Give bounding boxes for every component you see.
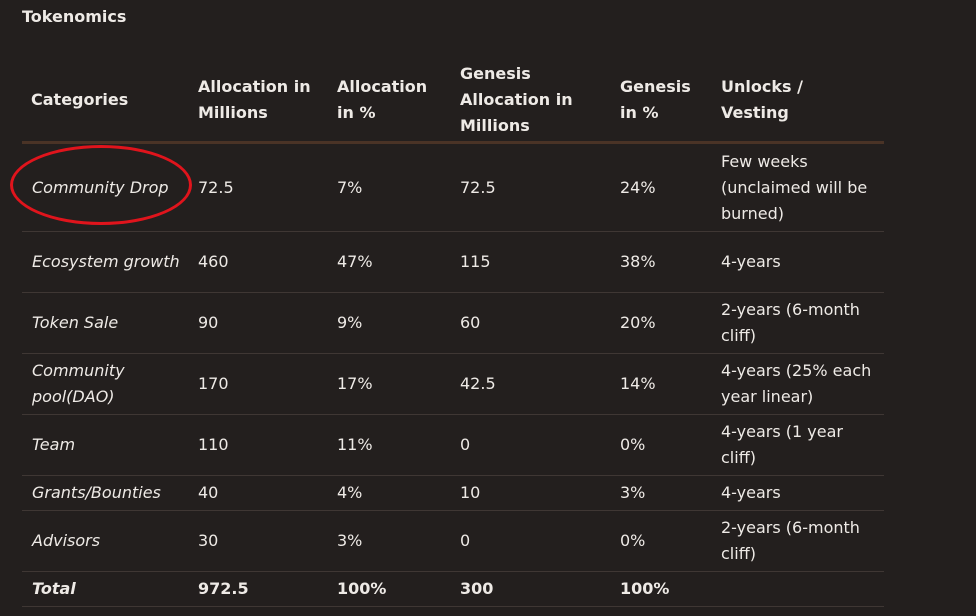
total-allocation-percent-cell: 100% (328, 571, 451, 607)
genesis-millions-cell: 0 (451, 510, 611, 572)
total-allocation-millions-cell: 972.5 (189, 571, 328, 607)
allocation-millions-cell: 72.5 (189, 142, 328, 232)
header-allocation-percent: Allocation in % (328, 56, 451, 144)
allocation-percent-cell: 47% (328, 231, 451, 293)
allocation-percent-cell: 3% (328, 510, 451, 572)
genesis-millions-cell: 0 (451, 414, 611, 476)
genesis-millions-cell: 72.5 (451, 142, 611, 232)
section-heading: Tokenomics (22, 7, 127, 26)
total-genesis-millions-cell: 300 (451, 571, 611, 607)
vesting-cell: 4-years (1 year cliff) (712, 414, 884, 476)
allocation-millions-cell: 40 (189, 475, 328, 511)
header-allocation-millions: Allocation in Millions (189, 56, 328, 144)
table-header-row: Categories Allocation in Millions Alloca… (22, 56, 884, 144)
genesis-millions-cell: 10 (451, 475, 611, 511)
header-genesis-millions: Genesis Allocation in Millions (451, 56, 611, 144)
category-cell: Ecosystem growth (22, 231, 189, 293)
allocation-percent-cell: 7% (328, 142, 451, 232)
genesis-percent-cell: 38% (611, 231, 712, 293)
table-row: Token Sale 90 9% 60 20% 2-years (6-month… (22, 292, 884, 354)
allocation-percent-cell: 11% (328, 414, 451, 476)
allocation-percent-cell: 9% (328, 292, 451, 354)
header-unlocks-vesting: Unlocks / Vesting (712, 56, 884, 144)
table-row: Community pool(DAO) 170 17% 42.5 14% 4-y… (22, 353, 884, 415)
category-cell: Token Sale (22, 292, 189, 354)
category-cell: Community Drop (22, 142, 189, 232)
table-row: Team 110 11% 0 0% 4-years (1 year cliff) (22, 414, 884, 476)
genesis-millions-cell: 42.5 (451, 353, 611, 415)
category-cell: Team (22, 414, 189, 476)
genesis-percent-cell: 14% (611, 353, 712, 415)
header-categories: Categories (22, 56, 189, 144)
tokenomics-table: Categories Allocation in Millions Alloca… (22, 56, 884, 607)
table-row: Ecosystem growth 460 47% 115 38% 4-years (22, 231, 884, 293)
vesting-cell: Few weeks (unclaimed will be burned) (712, 142, 884, 232)
genesis-percent-cell: 3% (611, 475, 712, 511)
total-genesis-percent-cell: 100% (611, 571, 712, 607)
header-genesis-percent: Genesis in % (611, 56, 712, 144)
category-cell: Community pool(DAO) (22, 353, 189, 415)
allocation-millions-cell: 30 (189, 510, 328, 572)
table-row: Advisors 30 3% 0 0% 2-years (6-month cli… (22, 510, 884, 572)
table-row: Community Drop 72.5 7% 72.5 24% Few week… (22, 142, 884, 232)
genesis-millions-cell: 115 (451, 231, 611, 293)
total-vesting-cell (712, 571, 884, 607)
total-label-cell: Total (22, 571, 189, 607)
allocation-millions-cell: 170 (189, 353, 328, 415)
allocation-percent-cell: 4% (328, 475, 451, 511)
genesis-percent-cell: 20% (611, 292, 712, 354)
genesis-millions-cell: 60 (451, 292, 611, 354)
vesting-cell: 4-years (25% each year linear) (712, 353, 884, 415)
total-row: Total 972.5 100% 300 100% (22, 571, 884, 607)
allocation-millions-cell: 90 (189, 292, 328, 354)
vesting-cell: 2-years (6-month cliff) (712, 510, 884, 572)
allocation-millions-cell: 460 (189, 231, 328, 293)
category-cell: Grants/Bounties (22, 475, 189, 511)
allocation-percent-cell: 17% (328, 353, 451, 415)
vesting-cell: 4-years (712, 475, 884, 511)
table-row: Grants/Bounties 40 4% 10 3% 4-years (22, 475, 884, 511)
genesis-percent-cell: 0% (611, 414, 712, 476)
vesting-cell: 2-years (6-month cliff) (712, 292, 884, 354)
genesis-percent-cell: 0% (611, 510, 712, 572)
vesting-cell: 4-years (712, 231, 884, 293)
genesis-percent-cell: 24% (611, 142, 712, 232)
category-cell: Advisors (22, 510, 189, 572)
allocation-millions-cell: 110 (189, 414, 328, 476)
